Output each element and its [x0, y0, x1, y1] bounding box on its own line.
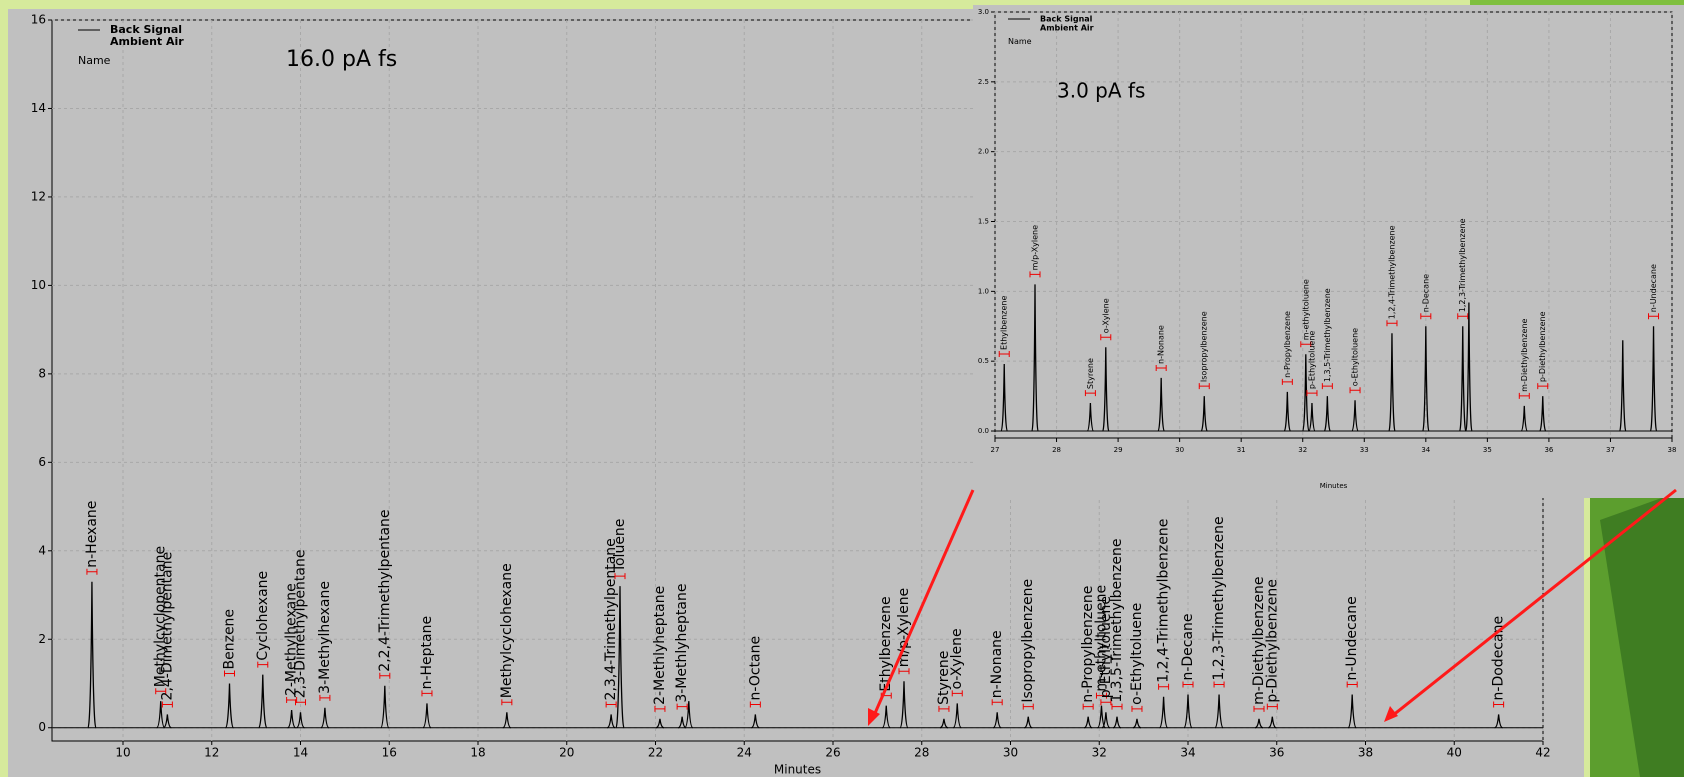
annotation: 3.0 pA fs [1057, 79, 1145, 103]
x-tick-label: 42 [1535, 746, 1550, 760]
y-tick-label: 1.0 [978, 287, 989, 295]
y-tick-label: 0.0 [978, 427, 989, 435]
legend-entry: Ambient Air [1040, 23, 1094, 32]
x-tick-label: 36 [1544, 446, 1553, 454]
y-tick-label: 2 [38, 632, 46, 646]
peak-label: 2,3-Dimethylpentane [293, 550, 309, 699]
x-tick-label: 32 [1298, 446, 1307, 454]
y-tick-label: 14 [31, 101, 46, 115]
peak-label: n-Nonane [1157, 325, 1166, 364]
peak-label: n-Propylbenzene [1283, 311, 1292, 378]
peak-label: 1,2,4-Trimethylbenzene [1387, 225, 1396, 319]
x-tick-label: 34 [1180, 746, 1195, 760]
peak-label: o-Ethyltoluene [1129, 603, 1145, 705]
x-tick-label: 20 [559, 746, 574, 760]
peak-label: m/p-Xylene [1031, 225, 1040, 270]
peak-label: Isopropylbenzene [1200, 311, 1209, 382]
peak-label: 1,2,4-Trimethylbenzene [1156, 519, 1172, 683]
legend-entry: Back Signal [110, 23, 182, 36]
x-tick-label: 16 [382, 746, 397, 760]
peak-label: p-Diethylbenzene [1538, 311, 1547, 382]
x-tick-label: 31 [1237, 446, 1246, 454]
peak-label: Toluene [612, 519, 628, 574]
x-tick-label: 33 [1360, 446, 1369, 454]
y-tick-label: 2.5 [978, 78, 989, 86]
peak-label: Styrene [1086, 358, 1095, 389]
x-tick-label: 37 [1606, 446, 1615, 454]
peak-label: Benzene [222, 609, 238, 670]
x-tick-label: 34 [1421, 446, 1430, 454]
x-tick-label: 35 [1483, 446, 1492, 454]
x-tick-label: 30 [1003, 746, 1018, 760]
y-tick-label: 6 [38, 455, 46, 469]
peak-label: 2-Methlyheptane [652, 586, 668, 705]
x-tick-label: 32 [1092, 746, 1107, 760]
peak-label: p-Diethylbenzene [1264, 579, 1280, 703]
y-tick-label: 0 [38, 720, 46, 734]
peak-label: m-Diethylbenzene [1520, 318, 1529, 391]
y-tick-label: 12 [31, 189, 46, 203]
slide: 0246810121416101214161820222426283032343… [0, 0, 1684, 777]
legend-entry: Name [1008, 37, 1032, 46]
peak-label: o-Xylene [1101, 298, 1110, 333]
peak-label: n-Octane [747, 636, 763, 701]
x-tick-label: 27 [991, 446, 1000, 454]
x-axis-label: Minutes [1320, 482, 1348, 490]
y-tick-label: 4 [38, 543, 46, 557]
peak-label: Cyclohexane [255, 571, 271, 661]
peak-label: 2,4-Dimethylpentane [159, 552, 175, 701]
x-axis-label: Minutes [774, 763, 821, 777]
y-tick-label: 16 [31, 13, 46, 27]
x-tick-label: 38 [1668, 446, 1677, 454]
y-tick-label: 8 [38, 366, 46, 380]
x-tick-label: 36 [1269, 746, 1284, 760]
y-tick-label: 3.0 [978, 8, 989, 16]
legend-entry: Ambient Air [110, 35, 184, 48]
peak-label: p-Ethyltoluene [1307, 331, 1316, 390]
y-tick-label: 2.0 [978, 148, 989, 156]
x-tick-label: 14 [293, 746, 308, 760]
peak-label: m/p-Xylene [896, 588, 912, 667]
peak-label: Isopropylbenzene [1020, 579, 1036, 703]
peak-label: 1,3,5-Trimethylbenzene [1323, 288, 1332, 382]
annotation: 16.0 pA fs [286, 47, 397, 72]
peak-label: 2,2,4-Trimethylpentane [377, 509, 393, 671]
x-tick-label: 26 [825, 746, 840, 760]
peak-label: Ethylbenzene [1000, 295, 1009, 349]
y-tick-label: 0.5 [978, 357, 989, 365]
peak-label: n-Hexane [84, 501, 100, 568]
page: 0246810121416101214161820222426283032343… [0, 0, 1684, 777]
legend-entry: Name [78, 54, 111, 67]
peak-label: 3-Methylhexane [317, 581, 333, 694]
peak-label: 3-Methlyheptane [674, 584, 690, 703]
x-tick-label: 30 [1175, 446, 1184, 454]
peak-label: 1,2,3-Trimethylbenzene [1211, 516, 1227, 680]
peak-label: Methylcyclohexane [499, 563, 515, 698]
peak-label: n-Decane [1180, 613, 1196, 680]
x-tick-label: 24 [737, 746, 752, 760]
peak-label: n-Decane [1421, 274, 1430, 312]
y-tick-label: 10 [31, 278, 46, 292]
legend-entry: Back Signal [1040, 15, 1093, 24]
x-tick-label: 28 [914, 746, 929, 760]
peak-label: n-Nonane [989, 630, 1005, 698]
x-tick-label: 40 [1447, 746, 1462, 760]
x-tick-label: 38 [1358, 746, 1373, 760]
x-tick-label: 29 [1114, 446, 1123, 454]
peak-label: n-Heptane [419, 616, 435, 690]
x-tick-label: 18 [470, 746, 485, 760]
peak-label: o-Ethyltoluene [1351, 328, 1360, 386]
x-tick-label: 22 [648, 746, 663, 760]
x-tick-label: 28 [1052, 446, 1061, 454]
x-tick-label: 10 [115, 746, 130, 760]
x-tick-label: 12 [204, 746, 219, 760]
peak-label: n-Undecane [1649, 264, 1658, 312]
peak-label: 1,2,3-Trimethylbenzene [1458, 218, 1467, 312]
peak-label: 1,3,5-Trimethylbenzene [1109, 539, 1125, 703]
peak-label: o-Xylene [949, 628, 965, 689]
y-tick-label: 1.5 [978, 218, 989, 226]
peak-label: n-Undecane [1344, 596, 1360, 680]
